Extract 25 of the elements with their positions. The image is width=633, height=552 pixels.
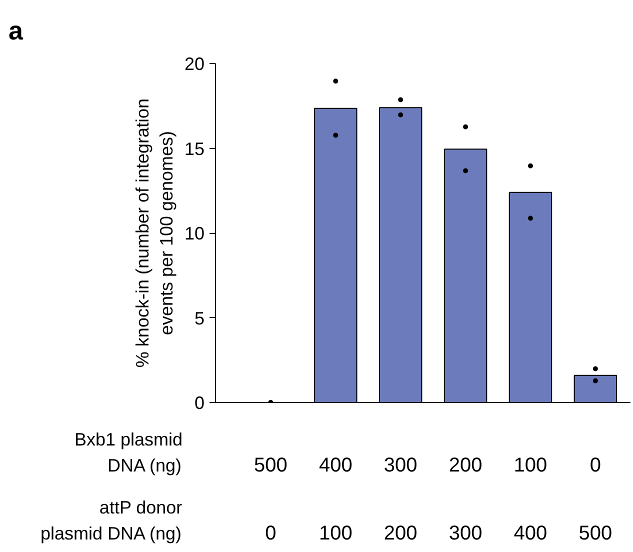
- point: [398, 112, 404, 118]
- category-label: 500 0: [254, 454, 288, 544]
- text: Bxb1 plasmid DNA (ng): [74, 430, 183, 476]
- category-label: 100 400: [514, 454, 548, 544]
- category-label: 400 100: [318, 454, 352, 544]
- point: [463, 124, 468, 130]
- point: [528, 216, 533, 221]
- point: [463, 168, 468, 174]
- category-label: 0 500: [578, 454, 612, 544]
- y-axis-title: % knock-in (number of integration events per 100 genomes): [132, 98, 176, 368]
- category-label: 300 200: [384, 454, 418, 544]
- y-tick-label: 15: [184, 138, 205, 159]
- y-tick-label: 10: [184, 224, 205, 244]
- text: attP donor plasmid DNA (ng): [40, 498, 182, 544]
- category-label: 200 300: [448, 454, 482, 544]
- point: [398, 97, 404, 102]
- point: [333, 132, 338, 138]
- point: [528, 163, 533, 168]
- point: [333, 78, 338, 84]
- point: [592, 378, 598, 384]
- y-tick-label: 0: [194, 393, 205, 413]
- point: [592, 366, 598, 372]
- text: a: [8, 16, 24, 46]
- y-tick-label: 5: [194, 308, 205, 328]
- y-tick-label: 20: [184, 54, 205, 74]
